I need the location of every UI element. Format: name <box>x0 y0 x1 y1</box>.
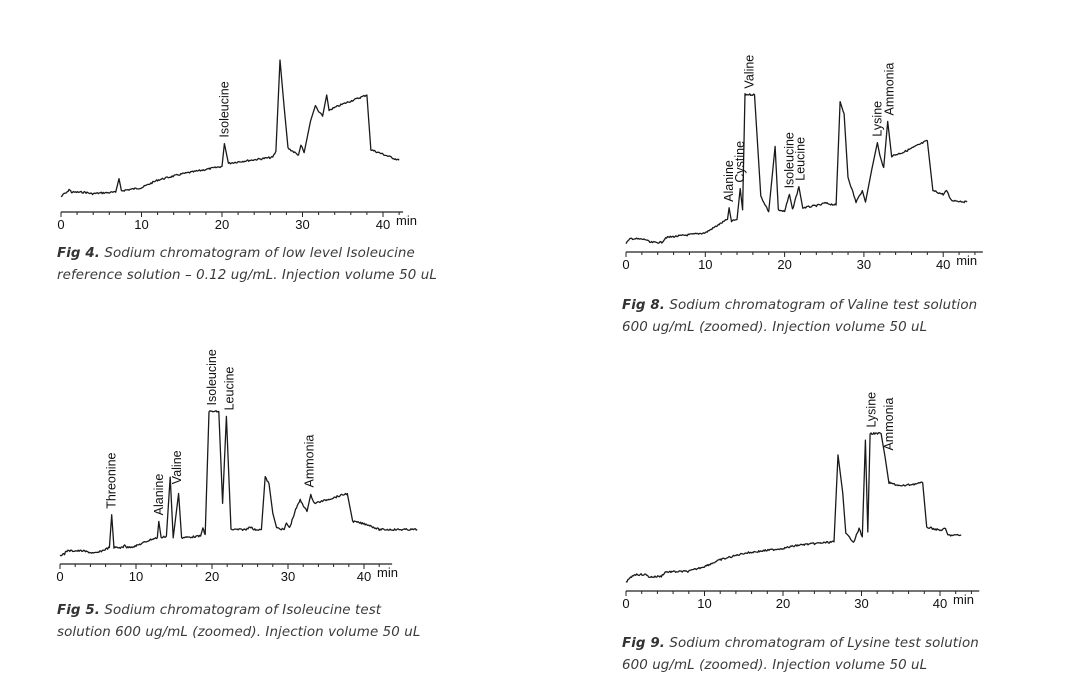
fig9-peak-label: Lysine <box>865 392 879 428</box>
fig9-trace <box>625 432 962 583</box>
fig9-tick-label: 10 <box>697 596 711 611</box>
fig5-peak-label: Alanine <box>152 474 166 516</box>
fig8-peak-label: Cystine <box>733 141 747 183</box>
fig5-x-axis-label: min <box>377 565 398 580</box>
fig9-tick-label: 0 <box>622 596 629 611</box>
fig9-caption-line2: 600 ug/mL (zoomed). Injection volume 50 … <box>622 658 928 673</box>
fig9-x-axis-label: min <box>953 592 974 607</box>
fig8-tick-label: 0 <box>622 257 629 272</box>
fig8-tick-label: 10 <box>698 257 712 272</box>
fig9-tick-label: 20 <box>776 596 790 611</box>
fig5-caption-prefix: Fig 5. <box>57 603 100 618</box>
fig5-peak-label: Valine <box>170 450 184 484</box>
fig5-caption-line1: Sodium chromatogram of Isoleucine test <box>100 603 382 618</box>
fig5-caption: Fig 5. Sodium chromatogram of Isoleucine… <box>57 600 420 644</box>
fig8-peak-label: Valine <box>743 55 757 89</box>
fig4-caption: Fig 4. Sodium chromatogram of low level … <box>57 243 437 287</box>
fig8-caption-prefix: Fig 8. <box>622 298 665 313</box>
fig4-caption-prefix: Fig 4. <box>57 246 100 261</box>
fig8-peak-label: Leucine <box>793 137 807 181</box>
fig5-trace <box>59 410 418 557</box>
fig8-x-axis-label: min <box>956 253 977 268</box>
fig4-trace <box>60 59 400 198</box>
fig9-peak-label: Ammonia <box>882 398 896 451</box>
fig4-tick-label: 30 <box>295 217 309 232</box>
fig8-peak-label: Lysine <box>870 101 884 137</box>
fig8-caption-line1: Sodium chromatogram of Valine test solut… <box>665 298 978 313</box>
fig5-tick-label: 20 <box>205 569 219 584</box>
fig8-tick-label: 40 <box>936 257 950 272</box>
fig5-peak-label: Leucine <box>222 367 236 411</box>
fig8-peak-label: Isoleucine <box>782 132 796 188</box>
fig4-x-axis-label: min <box>396 213 417 228</box>
fig4-caption-line2: reference solution – 0.12 ug/mL. Injecti… <box>57 268 437 283</box>
fig5-tick-label: 30 <box>281 569 295 584</box>
fig4-tick-label: 10 <box>134 217 148 232</box>
fig8-tick-label: 30 <box>857 257 871 272</box>
fig9-caption-line1: Sodium chromatogram of Lysine test solut… <box>665 636 979 651</box>
fig4-tick-label: 0 <box>57 217 64 232</box>
fig4-caption-line1: Sodium chromatogram of low level Isoleuc… <box>100 246 415 261</box>
fig9-tick-label: 40 <box>933 596 947 611</box>
fig5-tick-label: 40 <box>357 569 371 584</box>
fig8-trace <box>625 93 968 245</box>
fig9-tick-label: 30 <box>854 596 868 611</box>
fig8-caption-line2: 600 ug/mL (zoomed). Injection volume 50 … <box>622 320 928 335</box>
fig8-caption: Fig 8. Sodium chromatogram of Valine tes… <box>622 295 977 339</box>
fig5-caption-line2: solution 600 ug/mL (zoomed). Injection v… <box>57 625 421 640</box>
fig9-caption: Fig 9. Sodium chromatogram of Lysine tes… <box>622 633 979 677</box>
fig9-caption-prefix: Fig 9. <box>622 636 665 651</box>
fig5-tick-label: 10 <box>129 569 143 584</box>
fig8-peak-label: Alanine <box>722 160 736 202</box>
fig8-tick-label: 20 <box>777 257 791 272</box>
fig5-tick-label: 0 <box>56 569 63 584</box>
fig5-peak-label: Ammonia <box>302 435 316 488</box>
fig8-peak-label: Ammonia <box>882 63 896 116</box>
fig4-tick-label: 40 <box>376 217 390 232</box>
fig4-tick-label: 20 <box>215 217 229 232</box>
fig5-peak-label: Threonine <box>105 452 119 508</box>
fig5-peak-label: Isoleucine <box>205 349 219 405</box>
fig4-peak-label: Isoleucine <box>217 81 231 137</box>
